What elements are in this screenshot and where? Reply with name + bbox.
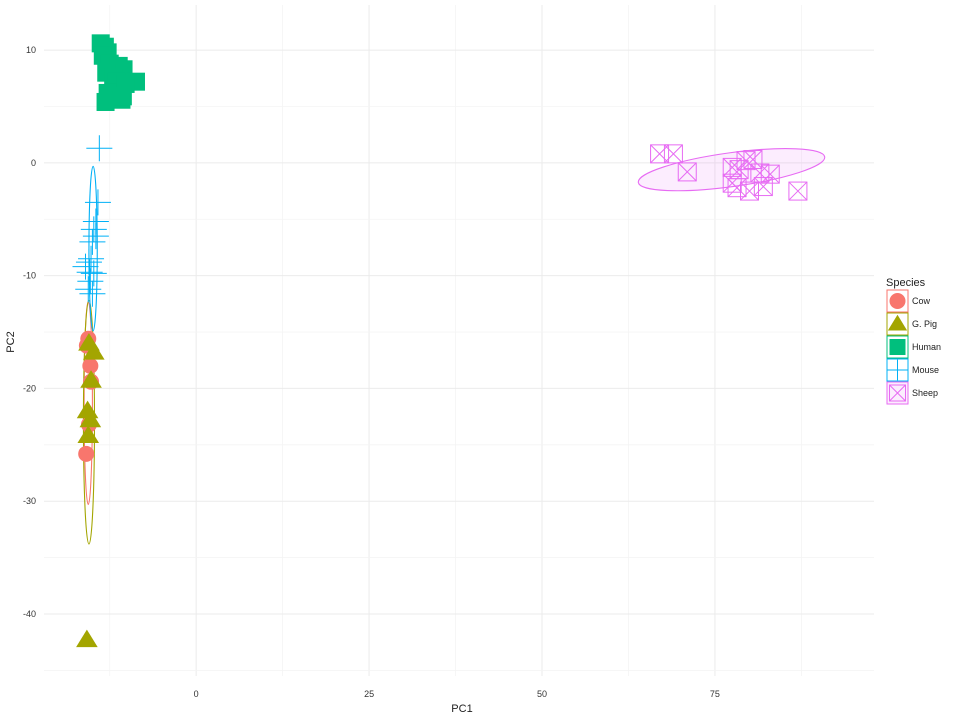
- y-tick-label: 10: [26, 45, 36, 55]
- point-sheep: [677, 162, 697, 182]
- legend-label-human: Human: [912, 342, 941, 352]
- marker-cross: [650, 144, 669, 164]
- legend-symbol-mouse: [887, 359, 908, 381]
- ellipse-mouse: [88, 165, 98, 332]
- marker-box: [663, 144, 683, 164]
- legend-title: Species: [886, 277, 926, 289]
- x-tick-label: 50: [537, 689, 547, 699]
- legend-key-human: Human: [886, 335, 941, 359]
- ellipse-sheep: [637, 148, 826, 192]
- point-g-pig: [77, 425, 100, 444]
- marker-cross: [760, 164, 780, 184]
- point-sheep: [736, 151, 756, 171]
- point-g-pig: [80, 370, 102, 388]
- legend-label-cow: Cow: [912, 296, 931, 306]
- point-mouse: [86, 135, 113, 162]
- y-tick-label: -40: [23, 609, 36, 619]
- x-tick-label: 75: [710, 689, 720, 699]
- point-mouse: [80, 260, 107, 287]
- point-g-pig: [76, 400, 99, 419]
- legend-label-g-pig: G. Pig: [912, 319, 937, 329]
- legend-symbol-cow: [889, 293, 906, 309]
- legend: Species Cow G. Pig Human Mouse Sheep: [886, 277, 941, 405]
- point-mouse: [75, 249, 102, 276]
- y-tick-label: -10: [23, 271, 36, 281]
- legend-symbol-g-pig: [887, 314, 908, 331]
- point-sheep: [740, 181, 759, 201]
- marker-box: [736, 151, 756, 171]
- marker-cross: [736, 151, 756, 170]
- point-sheep: [663, 144, 683, 164]
- legend-key-sheep: Sheep: [886, 381, 938, 405]
- point-mouse: [77, 268, 104, 295]
- x-tick-label: 0: [194, 689, 199, 699]
- marker-cross: [677, 162, 697, 182]
- y-tick-label: -20: [23, 383, 36, 393]
- marker-cross: [664, 144, 683, 164]
- y-tick-label: -30: [23, 496, 36, 506]
- marker-cross: [788, 181, 808, 201]
- point-human: [113, 87, 132, 106]
- x-axis-title: PC1: [451, 703, 472, 715]
- marker-cross: [753, 177, 773, 196]
- point-g-pig: [79, 409, 102, 428]
- marker-box: [753, 177, 773, 197]
- marker-box: [677, 162, 697, 182]
- point-mouse: [84, 189, 111, 216]
- point-mouse: [79, 228, 106, 255]
- grid-lines: [44, 5, 874, 676]
- marker-cross: [740, 181, 759, 201]
- data-points: [72, 34, 808, 648]
- legend-key-g-pig: G. Pig: [886, 312, 937, 336]
- point-mouse: [78, 245, 105, 272]
- marker-cross: [889, 384, 906, 402]
- point-mouse: [79, 280, 106, 307]
- point-cow: [78, 445, 95, 462]
- point-g-pig: [83, 341, 105, 360]
- x-tick-label: 25: [364, 689, 374, 699]
- y-tick-label: 0: [31, 158, 36, 168]
- point-cow: [82, 357, 99, 374]
- point-g-pig: [76, 629, 98, 648]
- marker-box: [743, 149, 763, 169]
- marker-box: [650, 144, 670, 164]
- marker-cross: [722, 158, 742, 177]
- point-mouse: [80, 216, 107, 243]
- point-sheep: [753, 177, 773, 197]
- point-sheep: [650, 144, 670, 164]
- point-human: [96, 92, 115, 111]
- legend-symbol-human: [889, 339, 906, 355]
- point-sheep: [760, 164, 780, 184]
- legend-symbol-sheep: [889, 384, 906, 402]
- point-mouse: [75, 276, 102, 303]
- marker-box: [760, 164, 780, 184]
- legend-key-cow: Cow: [886, 289, 931, 313]
- legend-key-mouse: Mouse: [886, 358, 939, 382]
- marker-cross: [743, 150, 763, 169]
- y-axis-title: PC2: [5, 331, 17, 352]
- point-mouse: [82, 223, 109, 250]
- marker-box: [788, 181, 808, 201]
- marker-box: [889, 384, 906, 402]
- point-sheep: [788, 181, 808, 201]
- legend-label-mouse: Mouse: [912, 365, 939, 375]
- legend-label-sheep: Sheep: [912, 388, 938, 398]
- point-sheep: [743, 149, 763, 169]
